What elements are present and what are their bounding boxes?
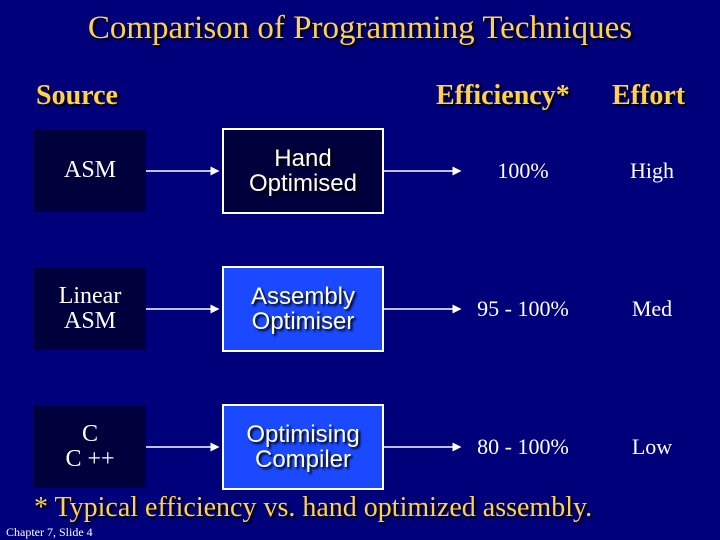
source-box-c: C C ++ [34, 406, 146, 488]
technique-box-assembly-optimiser: Assembly Optimiser [222, 266, 384, 352]
header-source: Source [36, 80, 118, 111]
footnote: * Typical efficiency vs. hand optimized … [34, 492, 593, 523]
technique-label-line2: Optimised [248, 170, 358, 197]
source-label-line1: Linear [58, 282, 122, 309]
technique-box-hand-optimised: Hand Optimised [222, 128, 384, 214]
header-effort: Effort [612, 80, 686, 111]
efficiency-value: 80 - 100% [477, 434, 569, 459]
efficiency-value: 95 - 100% [477, 296, 569, 321]
source-label-line2: ASM [63, 308, 117, 334]
technique-label-line1: Optimising [246, 420, 360, 448]
source-label-line1: C [81, 420, 98, 447]
technique-label-line1: Hand [274, 144, 332, 172]
slide-number: Chapter 7, Slide 4 [6, 525, 93, 539]
source-box-linear-asm: Linear ASM [34, 268, 146, 350]
effort-value: Med [631, 296, 673, 321]
source-box-asm: ASM [34, 130, 146, 212]
technique-box-optimising-compiler: Optimising Compiler [222, 404, 384, 490]
technique-label-line2: Compiler [254, 446, 352, 473]
effort-value: Low [631, 434, 673, 459]
technique-label-line2: Optimiser [251, 308, 355, 335]
efficiency-value: 100% [497, 158, 549, 183]
effort-value: High [630, 158, 674, 183]
header-efficiency: Efficiency* [436, 80, 570, 111]
slide-title: Comparison of Programming Techniques [87, 10, 633, 46]
source-label-line2: C ++ [65, 446, 115, 472]
source-label: ASM [63, 157, 117, 184]
technique-label-line1: Assembly [250, 282, 356, 310]
